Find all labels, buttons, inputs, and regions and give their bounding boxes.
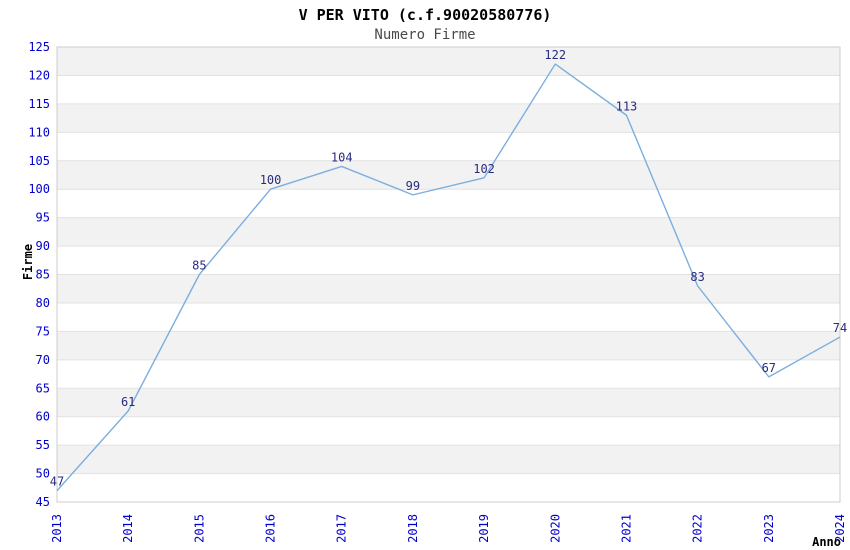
y-tick-label: 110 [28, 125, 50, 139]
x-tick-label: 2019 [477, 514, 491, 543]
y-tick-label: 45 [36, 495, 50, 509]
plot-border [56, 46, 841, 503]
x-tick-label: 2015 [192, 514, 206, 543]
x-tick-label: 2017 [335, 514, 349, 543]
x-tick-label: 2020 [548, 514, 562, 543]
data-label: 102 [473, 162, 495, 176]
x-tick-label: 2023 [762, 514, 776, 543]
x-tick-label: 2018 [406, 514, 420, 543]
y-tick-label: 100 [28, 182, 50, 196]
plot-band [57, 445, 840, 474]
data-label: 83 [690, 270, 704, 284]
data-label: 122 [544, 48, 566, 62]
y-tick-label: 85 [36, 268, 50, 282]
plot-band [57, 331, 840, 360]
x-tick-label: 2016 [264, 514, 278, 543]
x-tick-label: 2014 [121, 514, 135, 543]
data-label: 99 [406, 179, 420, 193]
y-tick-label: 120 [28, 68, 50, 82]
y-tick-label: 50 [36, 467, 50, 481]
plot-band [57, 47, 840, 76]
x-axis-title: Anno [812, 535, 841, 549]
chart-subtitle: Numero Firme [374, 27, 476, 43]
x-tick-label: 2022 [691, 514, 705, 543]
plot-band [57, 103, 840, 133]
data-line [56, 63, 841, 492]
x-tick-label: 2021 [619, 514, 633, 543]
x-tick-label: 2024 [833, 514, 847, 543]
data-label: 104 [331, 150, 353, 164]
y-tick-label: 105 [28, 154, 50, 168]
y-tick-label: 65 [36, 381, 50, 395]
plot-band [57, 274, 840, 303]
data-label: 85 [192, 259, 206, 273]
y-tick-label: 55 [36, 438, 50, 452]
y-tick-label: 90 [36, 239, 50, 253]
data-label: 47 [50, 475, 64, 489]
y-tick-label: 75 [36, 324, 50, 338]
data-label: 67 [762, 361, 776, 375]
y-axis-title: Firme [21, 243, 35, 281]
plot-band [57, 388, 840, 417]
plot-band [57, 217, 840, 247]
data-label: 61 [121, 395, 135, 409]
y-tick-label: 80 [36, 296, 50, 310]
y-tick-label: 70 [36, 353, 50, 367]
plot-band [57, 160, 840, 190]
y-tick-label: 60 [36, 410, 50, 424]
data-label: 74 [833, 321, 847, 335]
data-label: 113 [616, 99, 638, 113]
data-label: 100 [260, 173, 282, 187]
y-tick-label: 125 [28, 40, 50, 54]
x-tick-label: 2013 [50, 514, 64, 543]
y-tick-label: 115 [28, 97, 50, 111]
y-tick-label: 95 [36, 211, 50, 225]
chart-title: V PER VITO (c.f.90020580776) [298, 6, 552, 24]
